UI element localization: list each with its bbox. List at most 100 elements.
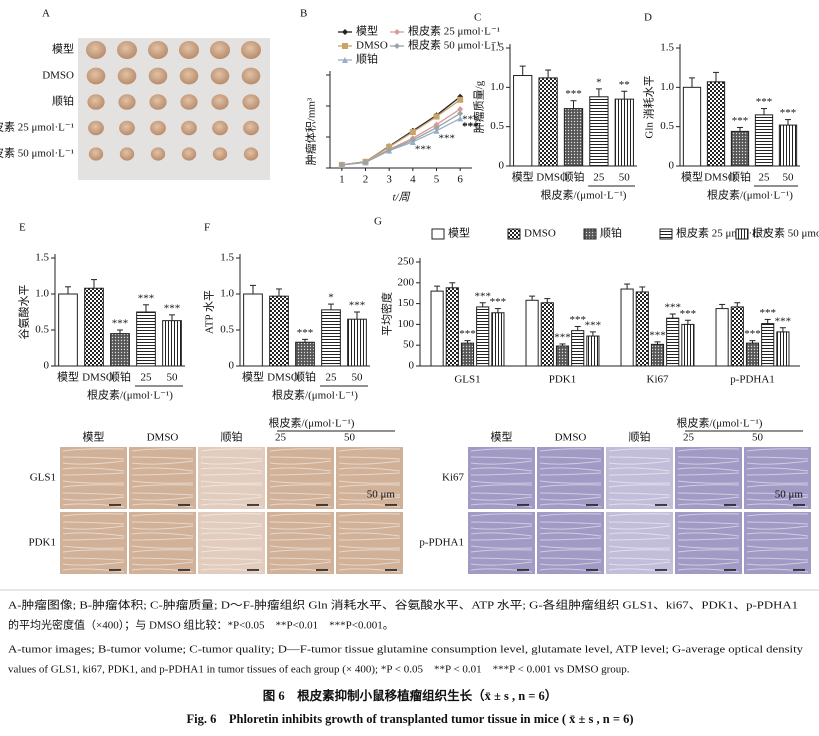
tissue-texture [539, 549, 602, 553]
marker [409, 137, 416, 144]
significance: * [596, 76, 602, 88]
tissue-texture [746, 480, 809, 484]
y-tick-label: 250 [398, 256, 415, 268]
significance: *** [462, 120, 479, 132]
tissue-texture [338, 448, 401, 452]
bar [666, 317, 680, 367]
bar [614, 98, 634, 167]
tissue-texture [338, 456, 401, 460]
x-tick-label: 1 [339, 174, 345, 186]
tissue-texture [62, 467, 125, 472]
tissue-texture [62, 472, 125, 476]
significance: *** [756, 96, 773, 108]
y-axis-title: 平均密度 [380, 292, 394, 336]
significance: *** [138, 292, 155, 304]
tissue-texture [62, 460, 125, 465]
bar [295, 341, 315, 367]
tissue-texture [677, 532, 740, 537]
y-tick-label: 1.5 [220, 252, 234, 264]
tissue-texture [131, 480, 194, 484]
tumor-photo [88, 147, 104, 161]
x-tick-label: 模型 [681, 170, 703, 184]
tissue-texture [746, 460, 809, 465]
y-tick-label: 0 [44, 360, 50, 372]
tumor-photo [180, 94, 198, 110]
row-label: DMSO [42, 70, 74, 82]
column-label: 50 [344, 432, 356, 444]
tissue-texture [338, 532, 401, 537]
bar [491, 312, 505, 367]
tissue-texture [746, 492, 809, 496]
tissue-texture [746, 472, 809, 476]
tissue-texture [677, 460, 740, 465]
significance: *** [585, 319, 602, 331]
tissue-texture [338, 568, 401, 573]
tissue-texture [200, 448, 263, 452]
significance: *** [439, 132, 456, 144]
tumor-photo [119, 147, 135, 161]
tissue-texture [338, 537, 401, 541]
tissue-texture [470, 448, 533, 452]
tissue-texture [200, 472, 263, 476]
tissue-texture [677, 513, 740, 517]
significance: *** [490, 296, 507, 308]
x-tick-label: 6 [457, 174, 463, 186]
significance: * [328, 292, 334, 304]
tissue-texture [677, 467, 740, 472]
tumor-photo [242, 94, 260, 110]
marker [409, 129, 416, 136]
tissue-texture [131, 568, 194, 573]
panel-label: A [42, 8, 50, 20]
bar [730, 306, 744, 367]
tissue-texture [200, 513, 263, 517]
tissue-texture [269, 480, 332, 484]
x-tick-label: 模型 [242, 370, 264, 384]
y-axis-title: ATP 水平 [203, 290, 216, 334]
significance: *** [569, 314, 586, 326]
tissue-texture [608, 492, 671, 496]
tissue-texture [470, 467, 533, 472]
tumor-photo [243, 147, 259, 161]
tissue-texture [62, 549, 125, 553]
legend-label: DMSO [524, 228, 556, 240]
x-tick-label: 50 [352, 372, 364, 384]
significance: *** [462, 121, 479, 133]
tissue-texture [608, 545, 671, 549]
marker [433, 124, 440, 131]
bar [761, 323, 775, 367]
tissue-texture [269, 456, 332, 460]
legend-swatch [659, 228, 673, 240]
x-tick-label: 顺铂 [729, 170, 751, 184]
tumor-photo [181, 147, 197, 161]
tissue-texture [746, 561, 809, 566]
tissue-texture [62, 448, 125, 452]
tissue-texture [62, 537, 125, 541]
significance: *** [349, 300, 366, 312]
tissue-texture [62, 561, 125, 566]
tissue-texture [200, 561, 263, 566]
x-tick-label: DMSO [267, 372, 299, 384]
x-tick-label: PDK1 [549, 374, 577, 386]
marker [362, 159, 369, 166]
group-label: 根皮素/(μmol·L⁻¹) [707, 188, 793, 202]
tissue-texture [338, 480, 401, 484]
tissue-texture [338, 472, 401, 476]
tissue-texture [269, 557, 332, 561]
x-tick-label: 5 [434, 174, 440, 186]
column-label: 顺铂 [221, 430, 243, 444]
tissue-texture [746, 545, 809, 549]
tissue-texture [269, 525, 332, 530]
significance: *** [759, 307, 776, 319]
tissue-texture [131, 557, 194, 561]
tumor-photo [148, 41, 168, 59]
group-label: 根皮素/(μmol·L⁻¹) [87, 388, 173, 402]
y-tick-label: 150 [398, 297, 415, 309]
caption-line: A-肿瘤图像; B-肿瘤体积; C-肿瘤质量; D～F-肿瘤组织 Gln 消耗水… [8, 598, 798, 612]
column-label: 顺铂 [629, 430, 651, 444]
tissue-texture [470, 492, 533, 496]
legend-swatch [431, 228, 445, 240]
row-label: PDK1 [28, 537, 56, 549]
bar [555, 345, 570, 367]
legend-marker [342, 57, 348, 63]
